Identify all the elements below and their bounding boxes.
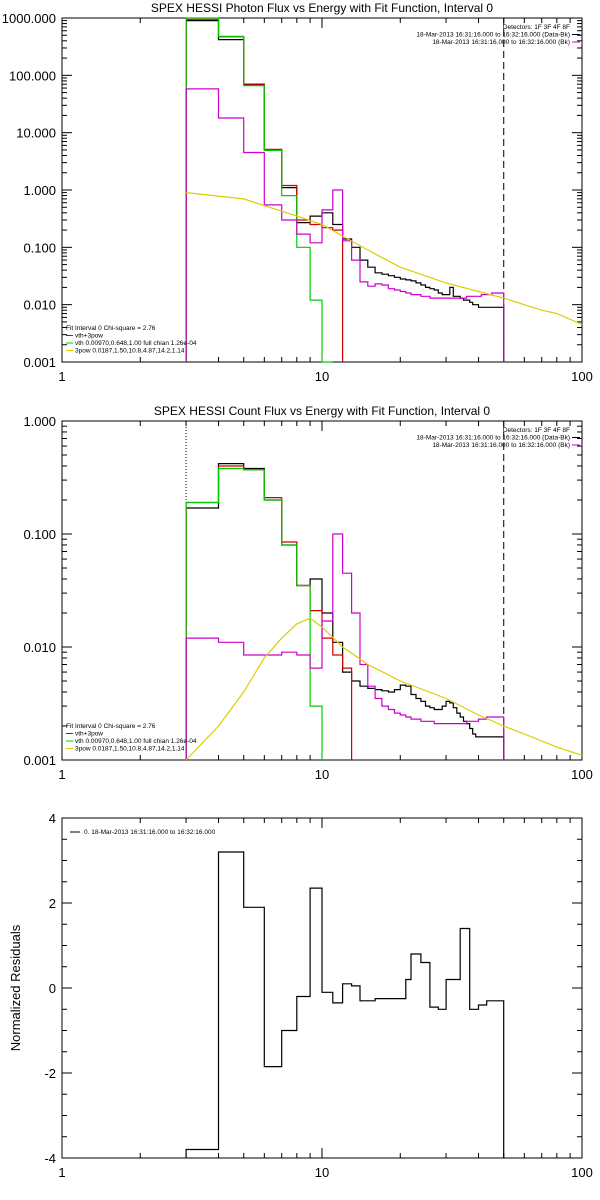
legend-entry: Fit Interval 0 Chi-square = 2.76 <box>66 325 156 332</box>
x-tick-label: 10 <box>315 767 329 782</box>
y-tick-label: -2 <box>44 1066 56 1081</box>
y-tick-label: 0.100 <box>23 527 56 542</box>
y-tick-label: -4 <box>44 1151 56 1166</box>
x-tick-label: 100 <box>571 1165 593 1180</box>
y-axis-label: Normalized Residuals <box>8 924 23 1051</box>
y-tick-label: 10.000 <box>16 126 56 141</box>
legend-entry: vth 0.00970,0.648,1.00 full chian 1.26e-… <box>75 340 197 347</box>
legend-entry: 3pow 0.0187,1.50,10.8,4.87,14.2,1.14 <box>75 746 185 753</box>
legend-entry: vth 0.00970,0.648,1.00 full chian 1.26e-… <box>75 738 197 745</box>
annotation-text: 18-Mar-2013 16:31:16.000 to 16:32:16.000… <box>432 39 570 46</box>
y-tick-label: 0 <box>49 981 56 996</box>
annotation-text: 18-Mar-2013 16:31:16.000 to 16:32:16.000… <box>416 32 570 39</box>
y-tick-label: 1.000 <box>23 414 56 429</box>
x-tick-label: 1 <box>58 767 65 782</box>
series-3pow <box>186 192 583 326</box>
series-3pow <box>185 617 583 761</box>
series-data_minus_bk <box>185 463 505 760</box>
legend-entry: vth+3pow <box>75 731 103 738</box>
y-tick-label: 0.001 <box>23 753 56 768</box>
series-residuals <box>185 851 505 1158</box>
legend-entry: 3pow 0.0187,1.50,10.8,4.87,14.2,1.14 <box>75 348 185 355</box>
y-tick-label: 0.100 <box>23 240 56 255</box>
y-tick-label: 0.001 <box>23 355 56 370</box>
annotation-text: Detectors: 1F 3F 4F 8F <box>503 24 570 31</box>
series-data_minus_bk <box>185 20 505 362</box>
y-tick-label: 0.010 <box>23 298 56 313</box>
series-background <box>185 533 505 760</box>
x-tick-label: 100 <box>571 369 593 384</box>
y-tick-label: 0.010 <box>23 640 56 655</box>
y-tick-label: 2 <box>49 896 56 911</box>
annotation-text: 18-Mar-2013 16:31:16.000 to 16:32:16.000… <box>416 435 570 442</box>
series-vth <box>185 467 323 760</box>
y-tick-label: 4 <box>49 811 56 826</box>
annotation-text: Detectors: 1F 3F 4F 8F <box>503 427 570 434</box>
y-tick-label: 1.000 <box>23 183 56 198</box>
chart-title: SPEX HESSI Photon Flux vs Energy with Fi… <box>151 1 493 15</box>
legend-entry: Fit Interval 0 Chi-square = 2.76 <box>66 723 156 730</box>
series-background <box>185 88 505 362</box>
x-tick-label: 10 <box>315 1165 329 1180</box>
x-tick-label: 1 <box>58 1165 65 1180</box>
x-tick-label: 1 <box>58 369 65 384</box>
legend-entry: vth+3pow <box>75 333 103 340</box>
annotation-text: 18-Mar-2013 16:31:16.000 to 16:32:16.000… <box>432 442 570 449</box>
legend-entry: 0. 18-Mar-2013 16:31:16.000 to 16:32:16.… <box>84 829 216 836</box>
chart-title: SPEX HESSI Count Flux vs Energy with Fit… <box>154 404 490 418</box>
y-tick-label: 100.000 <box>9 68 56 83</box>
y-tick-label: 1000.000 <box>2 11 56 26</box>
x-tick-label: 10 <box>315 369 329 384</box>
x-tick-label: 100 <box>571 767 593 782</box>
series-vth <box>185 17 333 363</box>
